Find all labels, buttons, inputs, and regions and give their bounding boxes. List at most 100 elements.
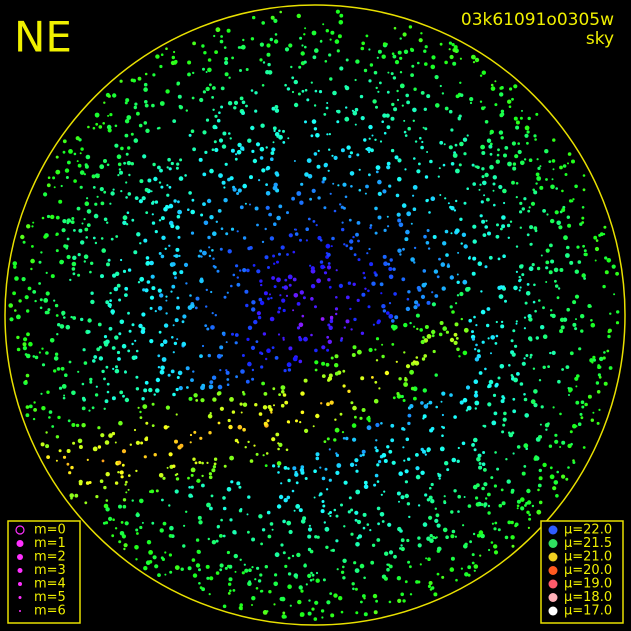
star [276, 215, 281, 221]
star [144, 288, 149, 293]
star [106, 262, 110, 267]
star [396, 576, 402, 581]
star [430, 482, 434, 487]
star [194, 461, 198, 465]
star [274, 33, 278, 36]
star [379, 282, 384, 287]
star [265, 205, 270, 210]
star [424, 493, 428, 497]
star [363, 576, 366, 580]
star [50, 214, 55, 220]
star [30, 258, 35, 264]
star [254, 403, 258, 407]
star [278, 494, 284, 500]
star [431, 302, 436, 307]
star [291, 196, 295, 201]
star [429, 486, 432, 490]
star [360, 376, 365, 381]
star [367, 289, 370, 293]
star [321, 345, 326, 350]
star [168, 534, 173, 538]
star [73, 179, 77, 183]
star [237, 441, 240, 444]
star [268, 590, 272, 594]
star [361, 449, 366, 454]
star [111, 534, 115, 538]
star [420, 470, 425, 475]
star [73, 229, 76, 232]
star [21, 277, 26, 282]
star [208, 593, 211, 596]
star [465, 385, 471, 390]
star [185, 282, 188, 285]
star [166, 184, 169, 187]
star [89, 270, 92, 274]
star [365, 34, 369, 38]
star [342, 182, 347, 187]
star [269, 522, 274, 526]
star [381, 354, 385, 359]
star [105, 339, 110, 345]
star [426, 151, 429, 153]
star [382, 113, 387, 118]
star [117, 357, 121, 361]
star [458, 114, 462, 118]
star [300, 391, 305, 396]
star [582, 188, 586, 192]
star [134, 102, 138, 106]
star [376, 538, 381, 542]
star [135, 558, 138, 561]
star [185, 366, 190, 371]
star [114, 481, 119, 485]
star [412, 360, 416, 364]
star [368, 137, 371, 140]
star [190, 473, 194, 477]
star [138, 123, 143, 128]
star [448, 145, 453, 150]
star [71, 390, 76, 396]
star [213, 34, 216, 38]
star [378, 460, 382, 464]
star [455, 199, 458, 203]
star [511, 141, 516, 146]
star [584, 402, 588, 407]
star [374, 273, 378, 277]
star [159, 528, 164, 533]
star [267, 405, 272, 409]
star [481, 219, 486, 224]
star [241, 111, 245, 115]
star [143, 82, 148, 87]
star [471, 337, 475, 341]
star [529, 338, 533, 342]
star [362, 594, 366, 598]
star [120, 190, 123, 193]
star [67, 160, 71, 165]
star [499, 113, 504, 118]
star [364, 192, 367, 195]
star [119, 319, 125, 325]
star [383, 490, 386, 493]
star [407, 457, 411, 461]
star [20, 234, 25, 240]
star [40, 392, 43, 395]
star [372, 323, 375, 326]
star [287, 556, 291, 560]
star [228, 582, 232, 586]
star [278, 252, 281, 256]
star [247, 325, 253, 330]
star [559, 412, 562, 416]
star [489, 164, 494, 170]
star [447, 263, 450, 266]
star [125, 196, 128, 199]
star [233, 100, 239, 105]
star [159, 293, 164, 298]
star [117, 471, 120, 474]
star [352, 345, 357, 350]
star [171, 336, 174, 339]
star [356, 536, 360, 540]
star [41, 216, 45, 220]
star [45, 291, 50, 296]
horizon-circle [4, 4, 626, 626]
star [431, 329, 436, 335]
star [592, 358, 597, 362]
